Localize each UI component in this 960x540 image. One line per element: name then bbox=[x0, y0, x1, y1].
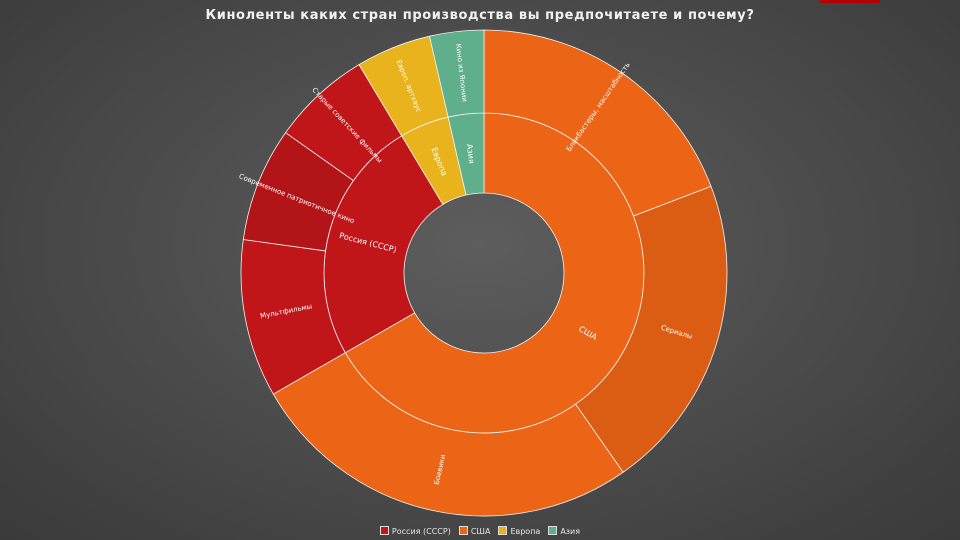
legend-swatch bbox=[498, 526, 508, 535]
legend: Россия (СССР) США Европа Азия bbox=[0, 526, 960, 536]
legend-label: Азия bbox=[560, 527, 581, 536]
legend-item-европа: Европа bbox=[498, 526, 540, 536]
legend-item-сша: США bbox=[458, 526, 491, 536]
chart-title: Киноленты каких стран производства вы пр… bbox=[205, 8, 755, 23]
outer-slice-кино-из-японии bbox=[429, 29, 485, 118]
legend-item-азия: Азия bbox=[548, 526, 580, 536]
legend-label: США bbox=[470, 527, 491, 536]
legend-label: Европа bbox=[510, 527, 541, 536]
legend-swatch bbox=[458, 526, 468, 535]
outer-slice-боевики bbox=[272, 352, 624, 517]
legend-swatch bbox=[379, 526, 389, 535]
corner-accent bbox=[820, 0, 880, 3]
legend-swatch bbox=[548, 526, 558, 535]
label-inner-азия: Азия bbox=[465, 143, 476, 164]
legend-label: Россия (СССР) bbox=[391, 527, 451, 536]
legend-item-россия-ссср: Россия (СССР) bbox=[379, 526, 451, 536]
